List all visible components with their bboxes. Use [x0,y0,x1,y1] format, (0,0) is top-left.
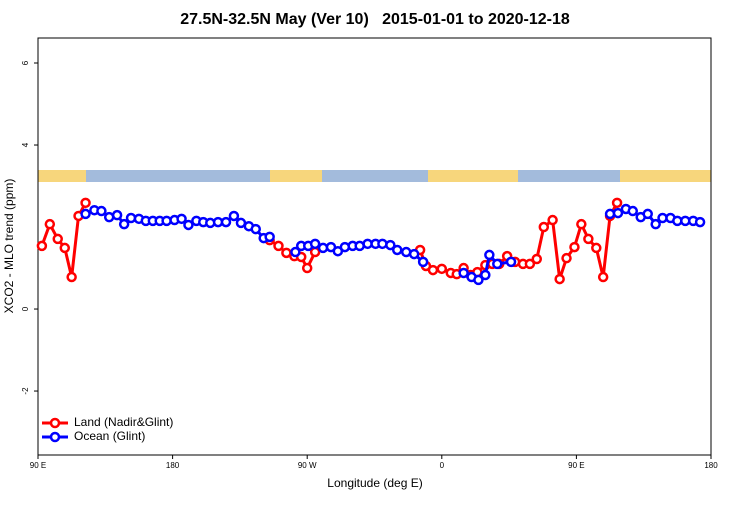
data-point [473,274,484,286]
x-axis-label: Longitude (deg E) [327,476,422,490]
data-point [650,218,661,230]
x-tick-label: 90 E [30,461,46,470]
data-point [377,238,388,250]
data-point [309,246,321,258]
data-point [309,238,321,250]
y-tick-label: 4 [21,142,30,147]
data-point [583,233,594,245]
legend: Land (Nadir&Glint) Ocean (Glint) [42,415,173,443]
y-axis-label: XCO2 - MLO trend (ppm) [2,179,16,314]
data-point [66,271,77,283]
data-point [531,253,543,265]
data-point [59,242,71,254]
data-point [492,258,503,270]
data-point [484,249,495,261]
land-strip [270,170,322,182]
ocean-strip [38,170,711,182]
data-point [538,221,550,233]
data-point [505,256,517,268]
x-tick-label: 180 [166,461,180,470]
data-point [547,214,558,226]
x-tick-label: 90 E [568,461,584,470]
data-point [80,197,91,209]
data-point [264,231,275,243]
data-point [385,239,396,251]
data-point [417,256,429,268]
y-tick-label: 0 [21,306,30,311]
legend-key [49,431,61,443]
y-tick-label: 6 [21,60,30,65]
land-strip [428,170,518,182]
data-point [183,219,194,231]
data-point [694,216,706,228]
data-point [612,207,624,219]
data-point [391,244,403,256]
y-tick-label: -2 [21,387,30,395]
chart-title: 27.5N-32.5N May (Ver 10) 2015-01-01 to 2… [180,11,570,28]
data-point [250,223,262,235]
data-point [554,273,565,285]
data-point [569,241,580,253]
data-point [480,269,491,281]
legend-label: Land (Nadir&Glint) [74,415,173,429]
data-point [611,197,623,209]
data-point [301,262,313,274]
data-point [273,240,284,252]
x-tick-label: 0 [440,461,445,470]
data-point [228,210,240,222]
data-point [176,213,187,225]
data-point [436,263,448,275]
land-mask-strip [38,170,711,182]
data-point [642,208,653,220]
data-point [524,258,536,270]
land-strip [620,170,711,182]
data-point [561,252,572,264]
x-tick-label: 90 W [298,461,317,470]
data-point [118,218,130,230]
data-point [290,246,301,258]
data-point [427,264,439,276]
data-point [36,240,48,252]
data-point [44,218,56,230]
data-point [576,218,587,230]
data-point [597,271,609,283]
data-point [111,209,123,221]
legend-label: Ocean (Glint) [74,429,145,443]
data-point [52,233,63,245]
data-point [408,248,420,260]
x-tick-label: 180 [704,461,718,470]
data-point [96,205,107,217]
legend-key [49,417,61,429]
data-point [627,205,639,217]
data-point [591,242,602,254]
land-strip [38,170,86,182]
data-point [220,216,232,228]
data-point [458,267,469,279]
data-point [80,208,91,220]
